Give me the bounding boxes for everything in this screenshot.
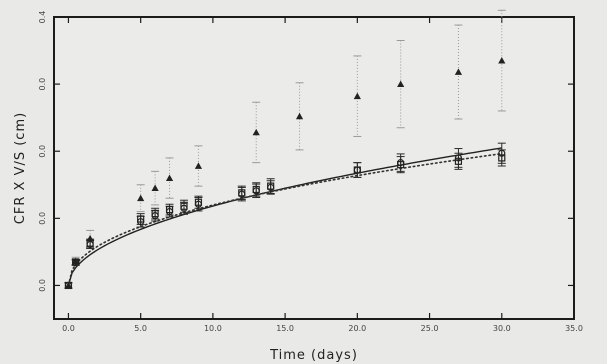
square-marker (165, 206, 174, 214)
square-marker (151, 210, 159, 218)
triangle-marker (72, 257, 80, 265)
x-tick-label: 5.0 (134, 324, 147, 333)
square-marker (86, 239, 94, 247)
x-tick-label: 0.0 (62, 324, 75, 333)
square-marker (397, 161, 405, 169)
triangle-marker (454, 68, 463, 75)
y-tick-label: 0.4 (38, 11, 47, 24)
triangle-marker (295, 112, 304, 120)
triangle-marker (498, 57, 506, 64)
square-marker (454, 157, 463, 165)
x-axis-title: Time (days) (269, 348, 358, 363)
triangle-marker (151, 184, 159, 192)
triangle-marker (353, 92, 361, 100)
square-marker (353, 166, 361, 174)
square-marker (252, 185, 260, 194)
square-marker (267, 182, 275, 190)
data-points (64, 57, 506, 290)
x-tick-label: 30.0 (493, 324, 511, 333)
y-tick-label: 0.0 (38, 145, 47, 158)
y-tick-label: 0.0 (38, 279, 47, 292)
x-tick-label: 15.0 (276, 324, 294, 333)
square-marker (137, 215, 145, 223)
square-marker (498, 154, 506, 162)
square-marker (180, 202, 188, 210)
triangle-marker (397, 80, 405, 87)
triangle-marker (64, 281, 73, 289)
triangle-marker (165, 174, 174, 181)
triangle-marker (194, 162, 203, 169)
square-marker (238, 189, 246, 197)
y-axis-title: CFR X V/S (cm) (13, 112, 28, 224)
square-marker (64, 281, 73, 290)
triangle-marker (252, 128, 260, 136)
circle-marker (498, 149, 506, 157)
square-marker (194, 198, 203, 206)
triangle-marker (137, 194, 145, 202)
y-tick-label: 0.0 (38, 212, 47, 225)
square-marker (72, 258, 80, 266)
y-tick-label: 0.0 (38, 78, 47, 91)
axis-ticks: 0.0 5.0 10.0 15.0 20.0 25.0 30.0 35.0 0.0 0.0 0.0 0… (38, 11, 583, 333)
x-tick-label: 35.0 (565, 324, 583, 333)
plot-frame (53, 16, 575, 320)
x-tick-label: 25.0 (421, 324, 439, 333)
x-tick-label: 20.0 (348, 324, 366, 333)
x-tick-label: 10.0 (204, 324, 222, 333)
